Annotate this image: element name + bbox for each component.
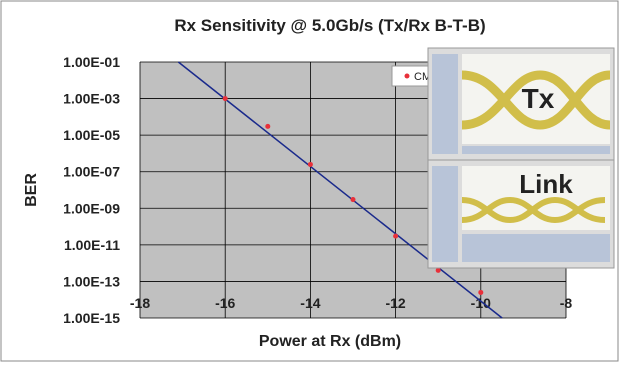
y-axis-label: BER	[23, 173, 40, 207]
legend-marker	[405, 74, 410, 79]
y-tick-label: 1.00E-09	[63, 200, 120, 216]
inset-label: Tx	[522, 83, 555, 114]
x-axis-label: Power at Rx (dBm)	[259, 333, 401, 350]
inset-link: Link	[428, 160, 614, 268]
x-tick-label: -18	[130, 295, 150, 311]
chart-title: Rx Sensitivity @ 5.0Gb/s (Tx/Rx B-T-B)	[174, 16, 485, 35]
x-tick-label: -16	[215, 295, 235, 311]
y-tick-label: 1.00E-03	[63, 91, 120, 107]
y-tick-label: 1.00E-07	[63, 164, 120, 180]
inset-tx: Tx	[428, 48, 614, 160]
chart: Rx Sensitivity @ 5.0Gb/s (Tx/Rx B-T-B) P…	[0, 0, 620, 363]
y-tick-label: 1.00E-15	[63, 310, 120, 326]
inset-buttons	[432, 54, 458, 154]
point	[265, 124, 270, 129]
y-tick-label: 1.00E-13	[63, 273, 120, 289]
point	[351, 197, 356, 202]
x-tick-label: -8	[560, 295, 573, 311]
y-tick-label: 1.00E-11	[64, 237, 120, 253]
x-tick-label: -10	[471, 295, 491, 311]
point	[308, 162, 313, 167]
inset-buttons	[462, 234, 610, 262]
x-tick-label: -12	[385, 295, 405, 311]
point	[436, 268, 441, 273]
y-tick-label: 1.00E-05	[63, 127, 120, 143]
point	[478, 290, 483, 295]
y-tick-label: 1.00E-01	[63, 54, 120, 70]
point	[223, 96, 228, 101]
x-tick-label: -14	[300, 295, 320, 311]
inset-buttons	[432, 166, 458, 262]
inset-buttons	[462, 146, 610, 154]
inset-label: Link	[519, 169, 573, 199]
point	[393, 234, 398, 239]
